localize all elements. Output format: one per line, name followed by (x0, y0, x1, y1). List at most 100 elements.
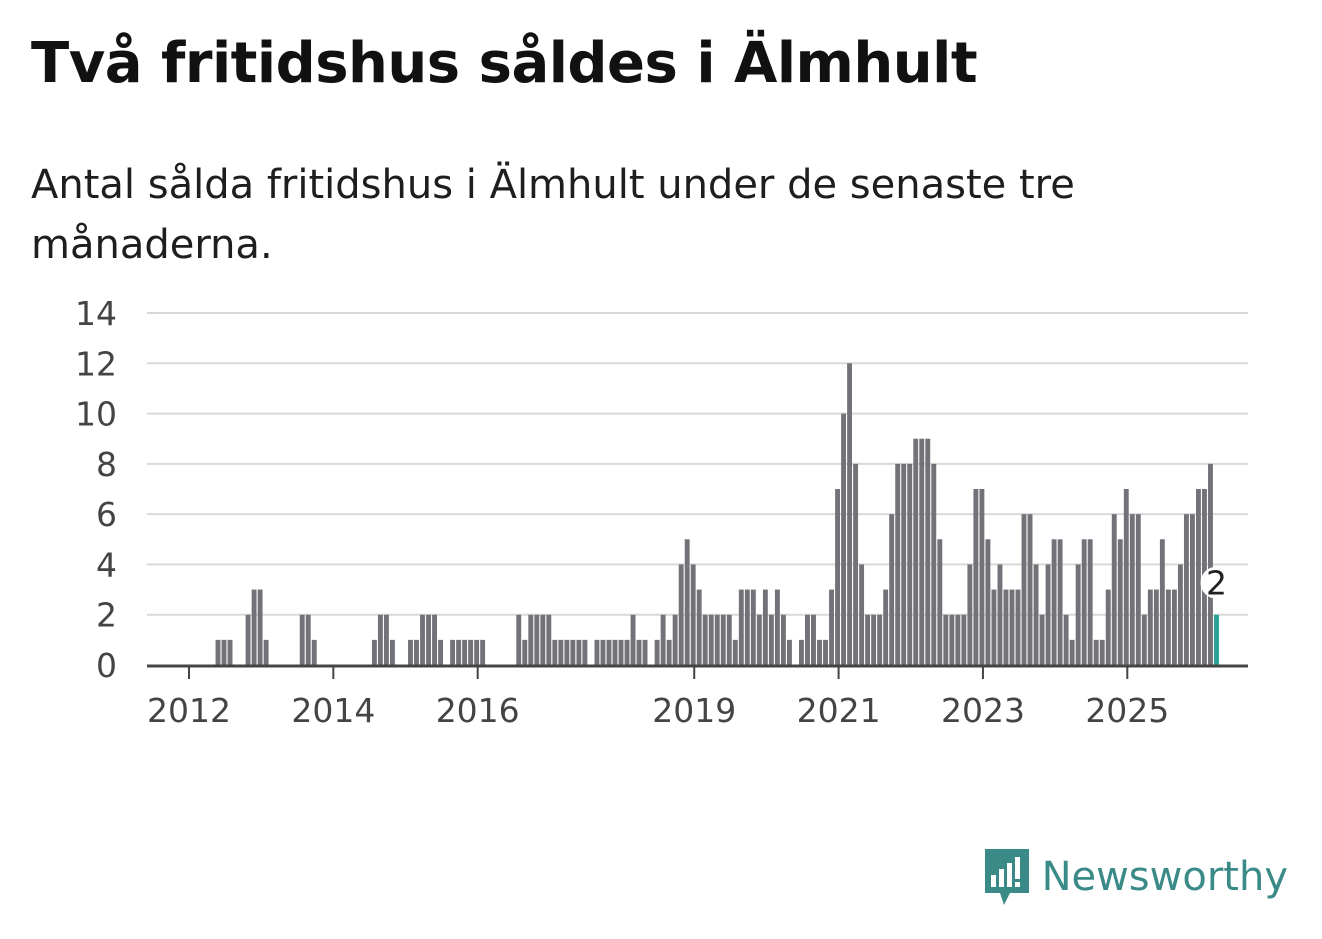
chart-subtitle: Antal sålda fritidshus i Älmhult under d… (31, 162, 1075, 268)
bar (1075, 564, 1081, 665)
bar (462, 639, 468, 665)
bar (305, 614, 311, 665)
bar (618, 639, 624, 665)
bar (690, 564, 696, 665)
bar (937, 539, 943, 665)
bar (456, 639, 462, 665)
bar (847, 363, 853, 665)
bar (552, 639, 558, 665)
bar (1111, 514, 1117, 665)
bar (925, 438, 931, 665)
bar (666, 639, 672, 665)
bar (311, 639, 317, 665)
bar (624, 639, 630, 665)
bar (221, 639, 227, 665)
page-title: Två fritidshus såldes i Älmhult (31, 31, 978, 96)
bar (1177, 564, 1183, 665)
x-tick-label: 2019 (652, 691, 736, 730)
bar (859, 564, 865, 665)
bar (780, 614, 786, 665)
bar (684, 539, 690, 665)
bar (450, 639, 456, 665)
bar (774, 589, 780, 665)
bar (985, 539, 991, 665)
bar (480, 639, 486, 665)
newsworthy-logo: Newsworthy (982, 847, 1288, 907)
bar (600, 639, 606, 665)
bar (1045, 564, 1051, 665)
bar (799, 639, 804, 665)
gridlines (147, 312, 1248, 616)
bar (829, 589, 834, 665)
bar (1051, 539, 1057, 665)
bar (889, 514, 895, 665)
bar (1009, 589, 1015, 665)
bar (215, 639, 221, 665)
bar (420, 614, 425, 665)
bar (1195, 489, 1201, 665)
bar (750, 589, 756, 665)
bar (528, 614, 534, 665)
bar (660, 614, 666, 665)
bar (823, 639, 828, 665)
bar (871, 614, 877, 665)
bar (570, 639, 576, 665)
bar (1105, 589, 1111, 665)
bar (251, 589, 257, 665)
bar (1117, 539, 1123, 665)
bar (1027, 514, 1033, 665)
bar (961, 614, 967, 665)
bar (678, 564, 684, 665)
y-tick-label: 6 (96, 495, 117, 534)
bar (1093, 639, 1099, 665)
bar (841, 413, 847, 665)
bar-latest (1214, 614, 1219, 665)
brand-name: Newsworthy (1041, 854, 1288, 900)
bar (1171, 589, 1177, 665)
bar (744, 589, 750, 665)
bar (919, 438, 925, 665)
bar (546, 614, 552, 665)
annotation-bubble (1200, 566, 1233, 599)
bar (895, 463, 901, 665)
bar (299, 614, 305, 665)
bar (245, 614, 251, 665)
bar (738, 589, 744, 665)
bar (805, 614, 810, 665)
bar (877, 614, 883, 665)
bar (642, 639, 648, 665)
bar (534, 614, 540, 665)
bar (1069, 639, 1075, 665)
bar (943, 614, 949, 665)
bar (1189, 514, 1195, 665)
bar (714, 614, 720, 665)
x-tick-label: 2016 (436, 691, 520, 730)
bar (1165, 589, 1171, 665)
y-tick-label: 8 (96, 445, 117, 484)
bar (991, 589, 997, 665)
bar (636, 639, 642, 665)
bar (702, 614, 708, 665)
bar (414, 639, 419, 665)
y-axis-labels: 0 2 4 6 8 10 12 14 (75, 294, 117, 685)
y-tick-label: 12 (75, 344, 117, 383)
bar (672, 614, 678, 665)
bar (432, 614, 437, 665)
bar (522, 639, 528, 665)
bar (1003, 589, 1009, 665)
bar (1129, 514, 1135, 665)
bar (756, 614, 762, 665)
bar (1099, 639, 1105, 665)
bar (516, 614, 522, 665)
bar (720, 614, 726, 665)
y-tick-label: 0 (96, 646, 117, 685)
bar (811, 614, 816, 665)
bar (853, 463, 859, 665)
highlight-annotation: 2 (1200, 564, 1233, 603)
bar (263, 639, 269, 665)
bar (913, 438, 919, 665)
bar (1057, 539, 1063, 665)
bar (1135, 514, 1141, 665)
bar (377, 614, 383, 665)
bar (630, 614, 636, 665)
